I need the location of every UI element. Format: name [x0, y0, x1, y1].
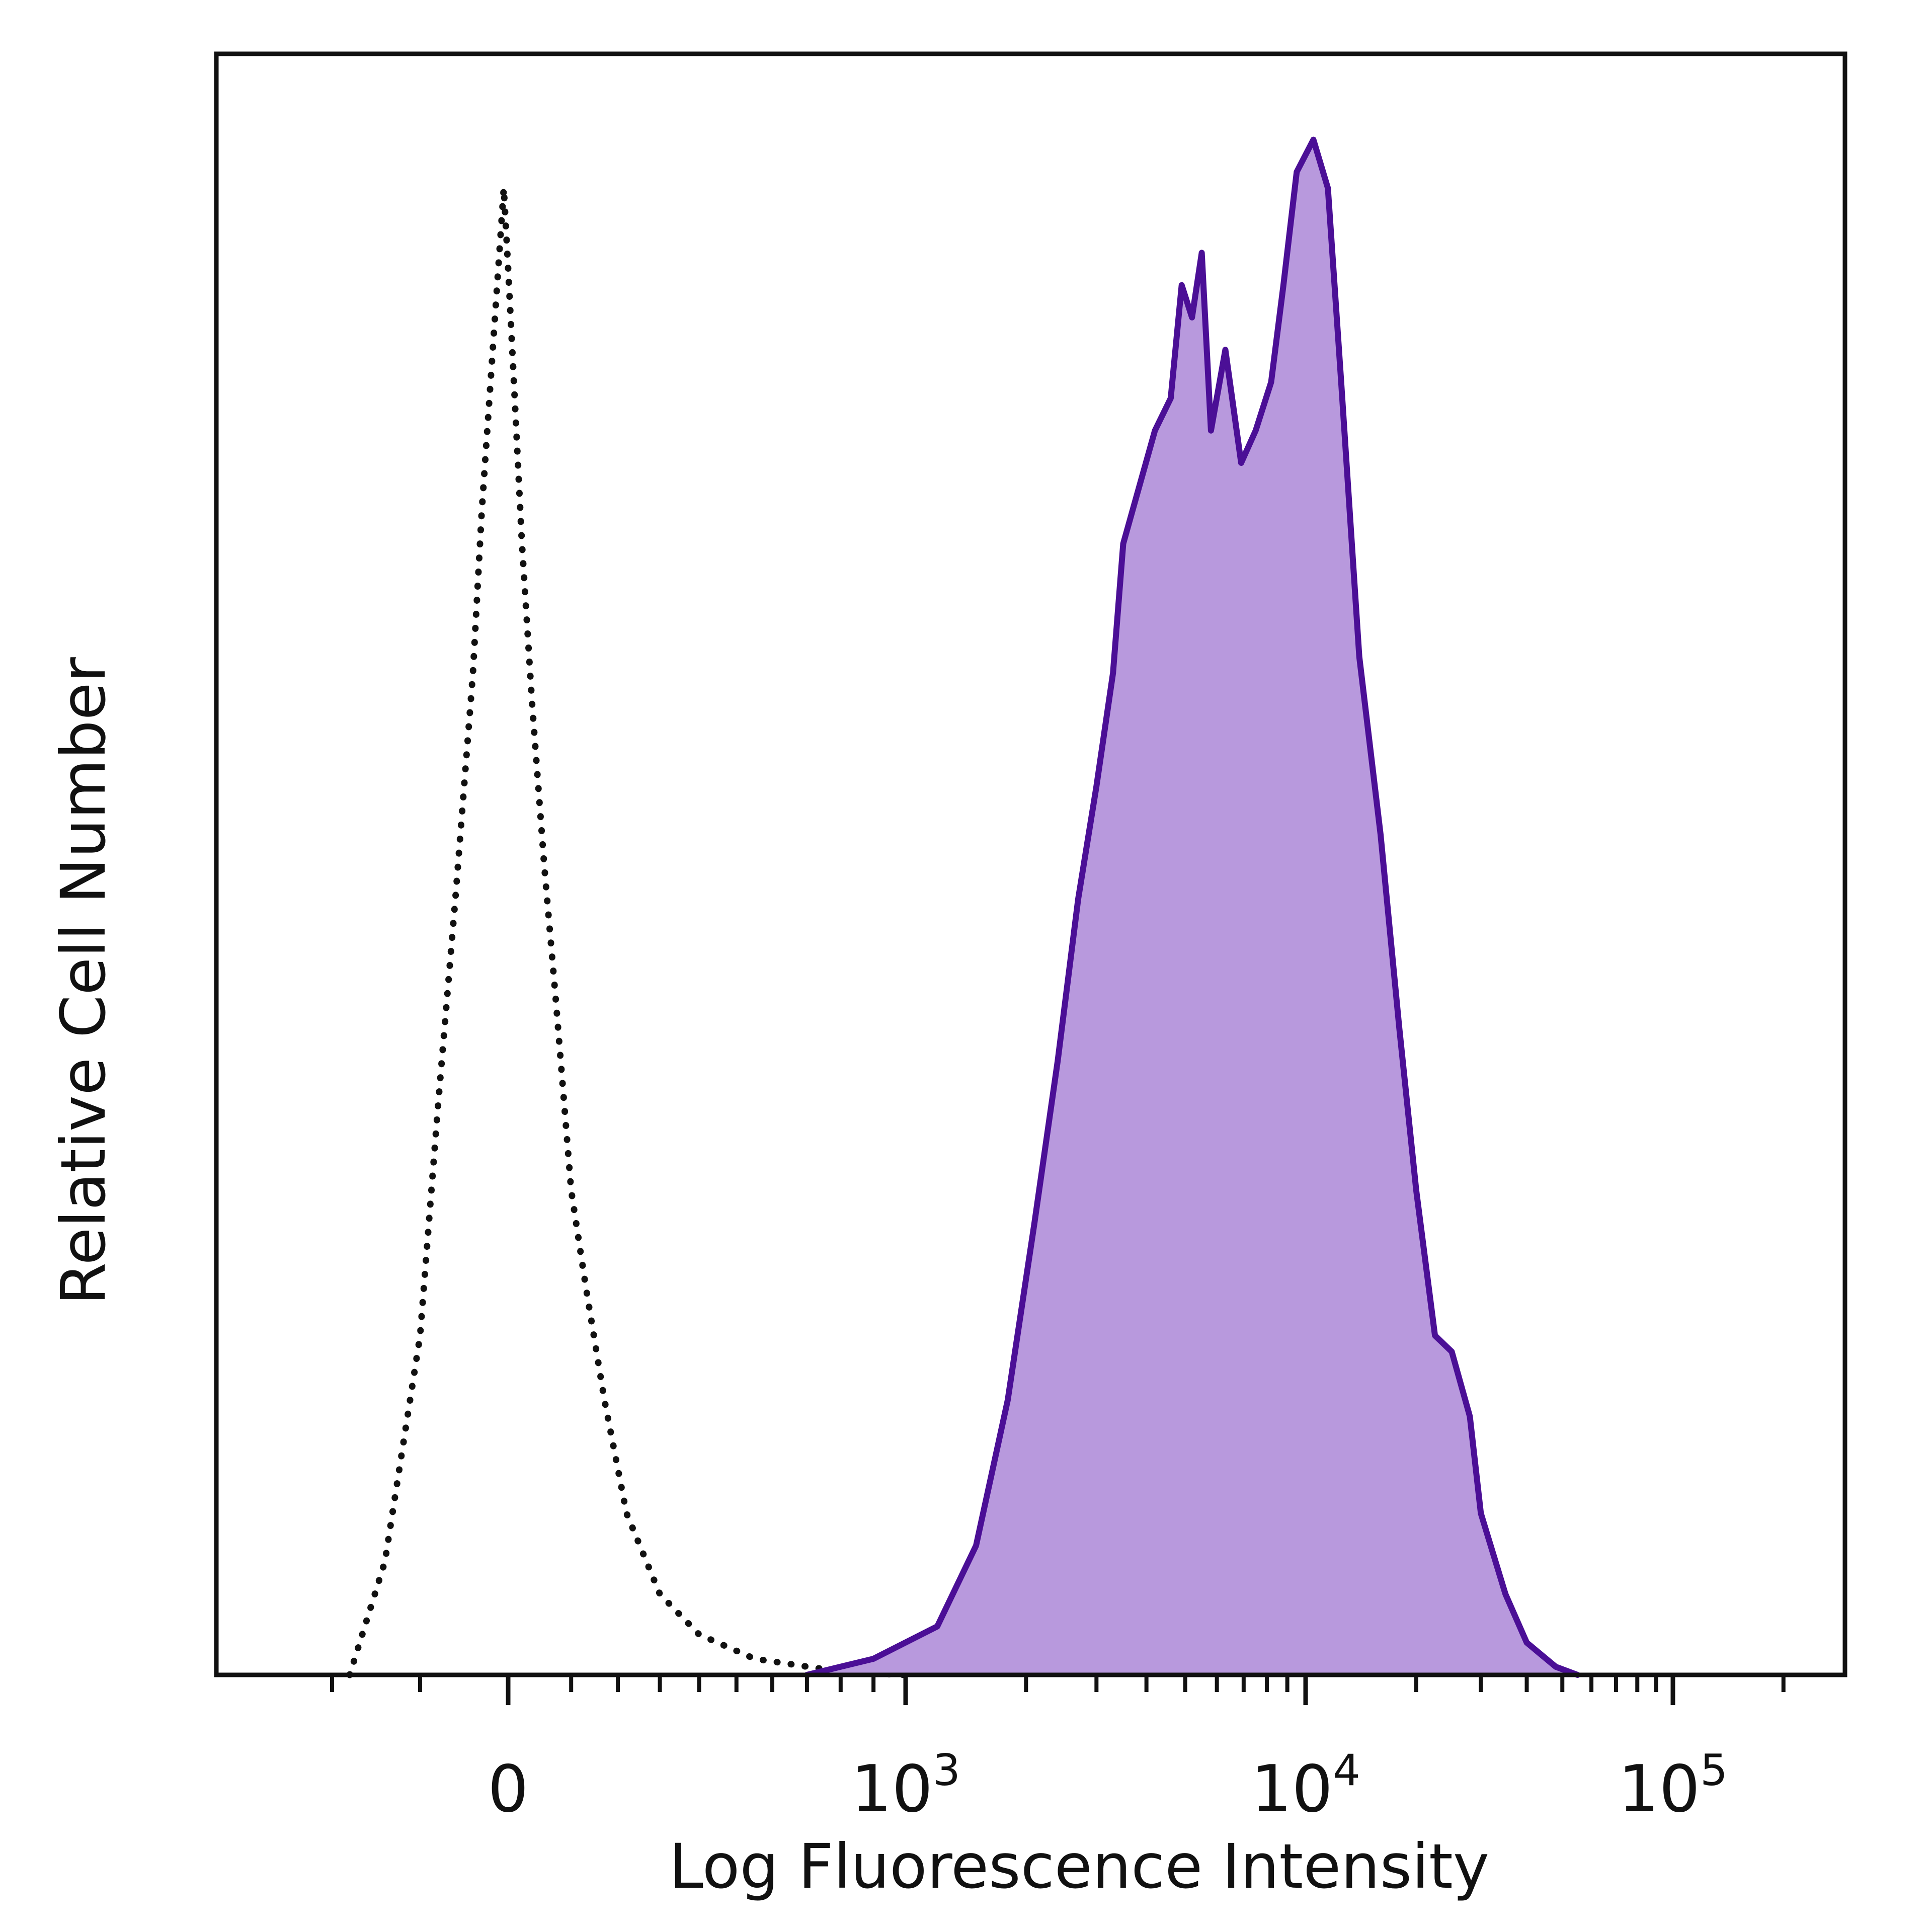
x-tick-label: 103 [851, 1745, 960, 1827]
tick-layer [330, 1675, 1786, 1705]
series-1-line [803, 136, 1581, 1678]
y-axis-title: Relative Cell Number [48, 657, 119, 1305]
x-tick-label: 0 [488, 1752, 528, 1827]
x-axis-title: Log Fluorescence Intensity [669, 1831, 1489, 1902]
series-layer [346, 136, 1581, 1678]
plot-frame [214, 51, 1847, 1677]
x-tick-label: 105 [1618, 1745, 1728, 1827]
x-tick-label: 104 [1251, 1745, 1360, 1827]
series-0-line [346, 185, 909, 1678]
tick-label-layer: 0 103 104 105 [488, 1745, 1728, 1827]
series-1-fill [807, 139, 1578, 1675]
